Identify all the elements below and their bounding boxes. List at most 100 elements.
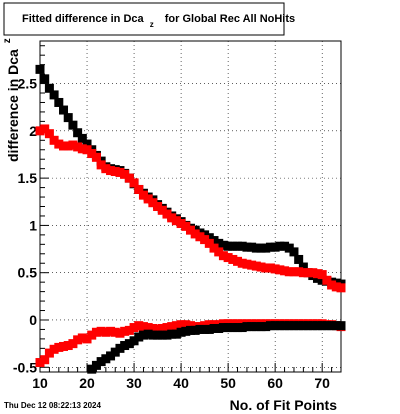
series-3-point-38: [265, 321, 275, 331]
series-3-point-51: [327, 321, 337, 331]
series-1-point-32: [186, 225, 195, 235]
series-3-point-36: [256, 322, 266, 332]
series-0-point-7: [68, 120, 78, 130]
series-1-point-61: [322, 275, 332, 285]
series-0-point-50: [270, 242, 280, 252]
y-tick-label-5: 2: [29, 123, 37, 139]
series-2-point-26: [157, 323, 167, 333]
series-1-point-10: [82, 145, 92, 155]
series-1-point-20: [129, 178, 139, 188]
series-0-point-54: [289, 247, 299, 257]
series-2-point-10: [82, 334, 92, 344]
x-tick-label-50: 50: [220, 375, 236, 391]
series-2-point-29: [171, 321, 181, 331]
series-1-point-11: [87, 149, 97, 159]
data-markers: [35, 64, 346, 374]
series-1-point-55: [294, 267, 304, 277]
y-tick-label-0: -0.5: [13, 359, 37, 375]
series-0-point-42: [233, 241, 243, 251]
series-2-point-9: [77, 333, 87, 343]
series-3-point-40: [275, 321, 285, 331]
series-3-point-5: [110, 347, 120, 357]
series-3-point-4: [106, 351, 116, 361]
y-tick-label-2: 0.5: [18, 265, 38, 281]
series-3-point-6: [115, 343, 125, 353]
series-0-point-40: [223, 241, 233, 251]
series-3-point-27: [214, 323, 224, 333]
series-3-point-16: [162, 330, 172, 340]
series-0-point-52: [280, 241, 290, 251]
series-1-point-47: [256, 262, 266, 272]
series-3-point-44: [294, 321, 304, 331]
series-3-point-45: [298, 321, 308, 331]
series-3-point-48: [312, 321, 322, 331]
x-tick-label-20: 20: [79, 375, 95, 391]
y-axis-title: difference in Dca z: [2, 38, 21, 162]
series-2-point-32: [186, 321, 195, 331]
chart-title-rest: for Global Rec All NoHits: [165, 13, 295, 25]
series-1-point-41: [228, 254, 238, 264]
series-2-point-23: [143, 323, 153, 333]
series-0-point-60: [317, 275, 327, 285]
series-1-point-15: [106, 166, 116, 176]
series-2-point-20: [129, 323, 139, 333]
series-3-point-28: [218, 323, 228, 333]
series-3-point-34: [247, 322, 257, 332]
series-1-point-34: [195, 232, 205, 242]
series-1-point-4: [54, 139, 64, 149]
series-0-point-36: [204, 233, 214, 243]
series-1-point-26: [157, 205, 167, 215]
series-0-point-37: [209, 236, 219, 246]
series-3-point-50: [322, 321, 332, 331]
series-1-point-33: [190, 229, 200, 239]
series-3-point-31: [233, 323, 243, 333]
series-1-point-58: [308, 268, 318, 278]
series-0-point-9: [77, 133, 87, 143]
series-3-point-9: [129, 336, 139, 346]
series-3-point-18: [171, 329, 181, 339]
series-2-point-4: [54, 342, 64, 352]
series-3-point-22: [190, 325, 200, 335]
series-0-point-6: [63, 113, 73, 123]
series-1-point-52: [280, 266, 290, 276]
series-3-point-26: [209, 323, 219, 333]
series-0-point-49: [265, 242, 275, 252]
x-tick-label-40: 40: [173, 375, 189, 391]
series-2-point-19: [124, 325, 134, 335]
series-2-point-15: [106, 326, 116, 336]
series-2-point-2: [44, 348, 54, 358]
series-2-point-31: [181, 320, 191, 330]
series-1-point-50: [270, 264, 280, 274]
tick-labels: 10 20 30 40 50 60 70 -0.5 0 0.5 1 1.5 2 2.5: [13, 76, 330, 391]
series-2-point-24: [148, 323, 158, 333]
series-2-point-11: [87, 330, 97, 340]
series-3-point-7: [120, 341, 130, 351]
y-tick-label-6: 2.5: [18, 76, 38, 92]
series-1-point-60: [317, 270, 327, 280]
series-1-point-6: [63, 141, 73, 151]
series-0-point-1: [40, 74, 50, 84]
series-1-point-30: [176, 219, 186, 229]
series-1-point-19: [124, 173, 134, 183]
series-3-point-21: [186, 325, 195, 335]
series-1-point-18: [120, 169, 130, 179]
series-1-point-37: [209, 243, 219, 253]
series-3-point-1: [91, 360, 101, 370]
series-1-point-5: [59, 141, 69, 151]
series-3-point-29: [223, 323, 233, 333]
series-3-point-14: [153, 330, 163, 340]
series-1-point-24: [148, 198, 158, 208]
series-2-point-16: [110, 327, 120, 337]
x-tick-label-70: 70: [314, 375, 330, 391]
series-1-point-49: [265, 263, 275, 273]
y-tick-label-1: 0: [29, 312, 37, 328]
series-1-point-43: [237, 258, 247, 268]
series-3-point-32: [237, 323, 247, 333]
series-3-point-15: [157, 330, 167, 340]
series-0-point-35: [200, 230, 210, 240]
series-3-point-41: [280, 321, 290, 331]
series-1-point-25: [153, 202, 163, 211]
x-tick-label-10: 10: [32, 375, 48, 391]
y-tick-label-4: 1.5: [18, 170, 38, 186]
